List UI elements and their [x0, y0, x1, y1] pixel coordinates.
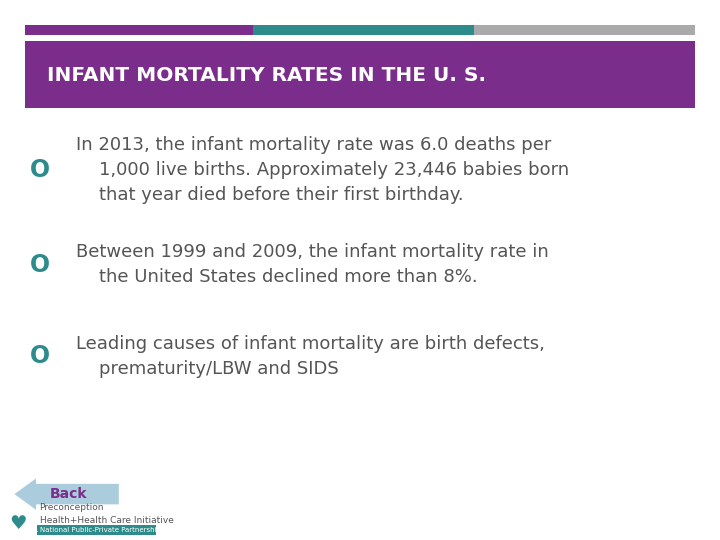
FancyBboxPatch shape [25, 25, 253, 35]
Text: Preconception
Health+Health Care Initiative: Preconception Health+Health Care Initiat… [40, 503, 174, 525]
Text: In 2013, the infant mortality rate was 6.0 deaths per
    1,000 live births. App: In 2013, the infant mortality rate was 6… [76, 136, 569, 204]
FancyBboxPatch shape [253, 25, 474, 35]
FancyBboxPatch shape [37, 525, 156, 535]
Text: O: O [30, 253, 50, 276]
Text: A National Public-Private Partnership: A National Public-Private Partnership [33, 526, 161, 533]
FancyArrow shape [14, 478, 119, 510]
Text: Between 1999 and 2009, the infant mortality rate in
    the United States declin: Between 1999 and 2009, the infant mortal… [76, 243, 549, 286]
Text: O: O [30, 158, 50, 182]
Text: Back: Back [50, 487, 87, 501]
FancyBboxPatch shape [474, 25, 695, 35]
Text: ♥: ♥ [9, 514, 27, 534]
FancyBboxPatch shape [25, 40, 695, 108]
Text: O: O [30, 345, 50, 368]
Text: Leading causes of infant mortality are birth defects,
    prematurity/LBW and SI: Leading causes of infant mortality are b… [76, 335, 544, 378]
Text: INFANT MORTALITY RATES IN THE U. S.: INFANT MORTALITY RATES IN THE U. S. [47, 66, 486, 85]
